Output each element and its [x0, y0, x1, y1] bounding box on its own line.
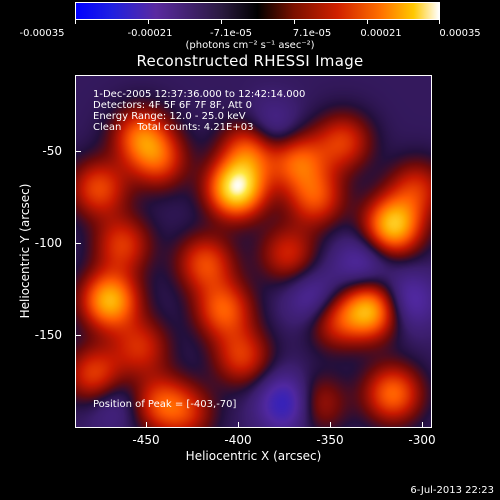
colorbar-tick-label: 0.00035 — [439, 28, 481, 39]
detectors-annotation: Detectors: 4F 5F 6F 7F 8F, Att 0 — [93, 100, 253, 111]
colorbar-tickmark — [75, 20, 76, 24]
colorbar-unit-label: (photons cm⁻² s⁻¹ asec⁻²) — [185, 40, 315, 51]
x-tickmark — [330, 422, 331, 428]
y-axis-label: Heliocentric Y (arcsec) — [18, 183, 32, 319]
timestamp: 6-Jul-2013 22:23 — [410, 485, 494, 496]
x-tick-label: -350 — [316, 433, 344, 447]
colorbar — [75, 2, 440, 20]
colorbar-tick-label: 7.1e-05 — [292, 28, 332, 39]
x-tickmark — [238, 422, 239, 428]
peak-annotation: Position of Peak = [-403,-70] — [93, 399, 237, 410]
x-tick-label: -400 — [224, 433, 252, 447]
y-tickmark — [75, 151, 81, 152]
chart-title: Reconstructed RHESSI Image — [136, 52, 364, 70]
y-tick-label: -100 — [34, 236, 62, 250]
x-tickmark — [146, 422, 147, 428]
y-tickmark — [75, 335, 81, 336]
y-tickmark — [75, 243, 81, 244]
colorbar-tick-label: -0.00021 — [127, 28, 173, 39]
colorbar-tickmark — [367, 20, 368, 24]
colorbar-tick-label: 0.00021 — [360, 28, 402, 39]
time-annotation: 1-Dec-2005 12:37:36.000 to 12:42:14.000 — [93, 89, 306, 100]
clean-annotation: Clean Total counts: 4.21E+03 — [93, 122, 254, 133]
colorbar-tickmark — [148, 20, 149, 24]
x-tick-label: -300 — [408, 433, 436, 447]
x-axis-label: Heliocentric X (arcsec) — [185, 449, 322, 463]
y-tick-label: -50 — [42, 144, 62, 158]
colorbar-tickmark — [439, 20, 440, 24]
colorbar-tick-label: -7.1e-05 — [210, 28, 252, 39]
plot-area: 1-Dec-2005 12:37:36.000 to 12:42:14.000 … — [75, 75, 432, 428]
colorbar-tickmark — [221, 20, 222, 24]
heatmap-image — [76, 76, 431, 427]
colorbar-tick-label: -0.00035 — [19, 28, 65, 39]
colorbar-tickmark — [294, 20, 295, 24]
x-tickmark — [422, 422, 423, 428]
y-tick-label: -150 — [34, 328, 62, 342]
x-tick-label: -450 — [132, 433, 160, 447]
energy-annotation: Energy Range: 12.0 - 25.0 keV — [93, 111, 246, 122]
